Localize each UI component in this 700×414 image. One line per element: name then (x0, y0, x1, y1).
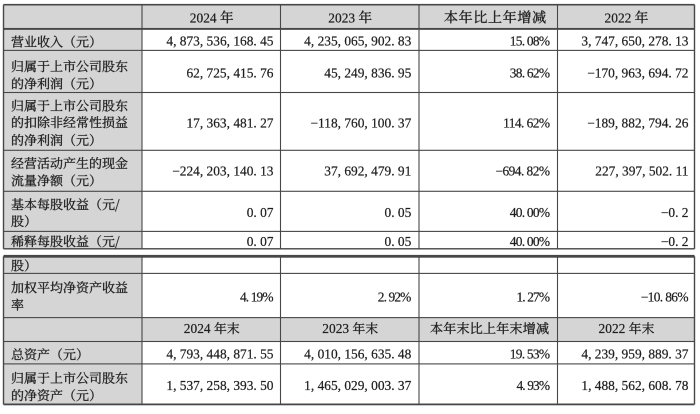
svg-text:−694. 82%: −694. 82% (496, 164, 551, 179)
svg-text:−224, 203, 140. 13: −224, 203, 140. 13 (172, 164, 274, 179)
svg-text:2024: 2024 (190, 10, 217, 25)
svg-text:−10. 86%: −10. 86% (641, 289, 689, 304)
svg-text:0. 05: 0. 05 (385, 205, 412, 220)
svg-text:17, 363, 481. 27: 17, 363, 481. 27 (186, 115, 273, 130)
svg-text:4, 793, 448, 871. 55: 4, 793, 448, 871. 55 (166, 347, 273, 362)
svg-text:4. 93%: 4. 93% (517, 378, 551, 393)
svg-text:−0. 2: −0. 2 (661, 234, 689, 249)
svg-text:62, 725, 415. 76: 62, 725, 415. 76 (186, 65, 273, 80)
svg-text:2023: 2023 (328, 10, 355, 25)
svg-text:4, 873, 536, 168. 45: 4, 873, 536, 168. 45 (166, 34, 273, 49)
svg-text:114. 62%: 114. 62% (503, 115, 550, 130)
svg-text:1, 537, 258, 393. 50: 1, 537, 258, 393. 50 (166, 378, 273, 393)
svg-text:0. 07: 0. 07 (247, 234, 274, 249)
svg-text:37, 692, 479. 91: 37, 692, 479. 91 (324, 164, 411, 179)
svg-text:−118, 760, 100. 37: −118, 760, 100. 37 (311, 115, 412, 130)
svg-text:2024: 2024 (184, 321, 211, 336)
svg-text:2022: 2022 (599, 321, 626, 336)
svg-text:227, 397, 502. 11: 227, 397, 502. 11 (595, 164, 688, 179)
svg-text:−189, 882, 794. 26: −189, 882, 794. 26 (587, 115, 689, 130)
svg-text:2. 92%: 2. 92% (378, 289, 412, 304)
svg-text:2022: 2022 (605, 10, 632, 25)
svg-text:19. 53%: 19. 53% (510, 347, 550, 362)
svg-text:15. 08%: 15. 08% (510, 34, 550, 49)
svg-text:1, 465, 029, 003. 37: 1, 465, 029, 003. 37 (304, 378, 411, 393)
svg-text:4. 19%: 4. 19% (240, 289, 274, 304)
svg-text:4, 010, 156, 635. 48: 4, 010, 156, 635. 48 (304, 347, 411, 362)
svg-text:4, 235, 065, 902. 83: 4, 235, 065, 902. 83 (304, 34, 411, 49)
svg-text:1, 488, 562, 608. 78: 1, 488, 562, 608. 78 (581, 378, 688, 393)
svg-text:−0. 2: −0. 2 (661, 205, 689, 220)
svg-text:40. 00%: 40. 00% (510, 205, 550, 220)
svg-text:0. 07: 0. 07 (247, 205, 274, 220)
svg-text:3, 747, 650, 278. 13: 3, 747, 650, 278. 13 (581, 34, 688, 49)
svg-text:−170, 963, 694. 72: −170, 963, 694. 72 (587, 65, 688, 80)
svg-text:40. 00%: 40. 00% (510, 234, 550, 249)
svg-text:2023: 2023 (322, 321, 349, 336)
svg-text:1. 27%: 1. 27% (517, 289, 551, 304)
svg-text:4, 239, 959, 889. 37: 4, 239, 959, 889. 37 (581, 347, 688, 362)
svg-text:0. 05: 0. 05 (385, 234, 412, 249)
svg-text:38. 62%: 38. 62% (510, 65, 550, 80)
svg-text:45, 249, 836. 95: 45, 249, 836. 95 (324, 65, 411, 80)
